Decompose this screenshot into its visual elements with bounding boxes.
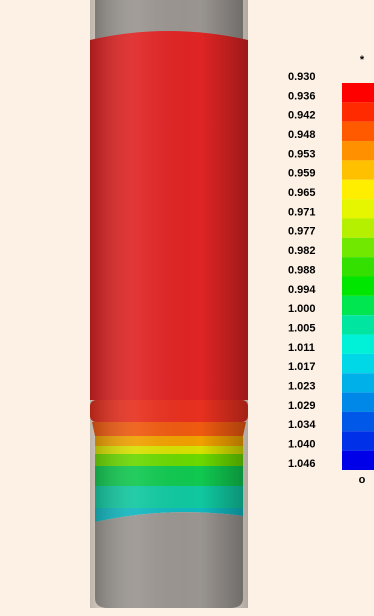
legend-swatch (342, 353, 374, 374)
legend-swatch (342, 431, 374, 451)
legend-swatch (342, 411, 374, 432)
legend-label: 0.948 (288, 129, 316, 141)
legend-bottom-symbol: o (359, 474, 366, 486)
cylinder-model (90, 0, 248, 608)
legend-label: 0.953 (288, 148, 316, 160)
legend-label: 1.034 (288, 419, 316, 431)
legend-label: 0.965 (288, 187, 316, 199)
legend-label: 0.942 (288, 110, 316, 122)
legend-label: 0.982 (288, 245, 316, 257)
legend-label: 0.971 (288, 206, 316, 218)
legend-label: 1.040 (288, 439, 316, 451)
legend-swatch (342, 179, 374, 200)
legend-swatch (342, 334, 374, 354)
legend-label: 0.936 (288, 90, 316, 102)
legend-swatch (342, 160, 374, 180)
legend-label: 0.959 (288, 168, 316, 180)
legend-label: 1.046 (288, 458, 316, 470)
legend-label: 0.988 (288, 264, 316, 276)
legend-swatch (342, 373, 374, 393)
color-legend: 0.930 0.936 0.942 0.948 0.953 0.959 0.965 0.971… (288, 71, 374, 470)
legend-swatch (342, 141, 374, 161)
legend-swatch (342, 218, 374, 238)
legend-swatch (342, 237, 374, 258)
legend-label: 1.000 (288, 303, 316, 315)
legend-swatch (342, 199, 374, 219)
legend-swatch (342, 450, 374, 470)
legend-label: 1.023 (288, 381, 316, 393)
legend-top-symbol: * (360, 54, 365, 66)
legend-label: 1.005 (288, 322, 316, 334)
legend-swatch (342, 83, 374, 103)
legend-swatch (342, 315, 374, 335)
legend-label: 1.011 (288, 342, 315, 354)
legend-swatch (342, 257, 374, 277)
legend-swatch (342, 295, 374, 316)
legend-swatch (342, 121, 374, 142)
legend-label: 1.029 (288, 400, 316, 412)
legend-swatch (342, 392, 374, 412)
legend-label: 0.994 (288, 284, 316, 296)
legend-swatch (342, 276, 374, 296)
legend-label: 0.977 (288, 226, 316, 238)
legend-label: 1.017 (288, 361, 316, 373)
legend-label: 0.930 (288, 71, 316, 83)
legend-swatch (342, 102, 374, 122)
